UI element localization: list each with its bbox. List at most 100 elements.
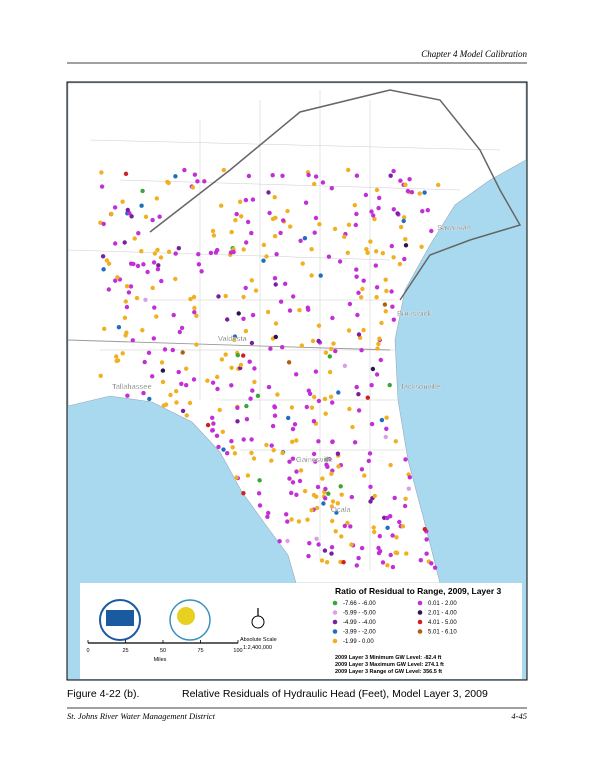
well-dot: [407, 177, 412, 182]
well-dot: [307, 391, 313, 396]
place-label: Savannah: [437, 223, 471, 232]
well-dot: [296, 519, 302, 524]
well-dot: [250, 312, 256, 318]
well-dot: [115, 275, 120, 280]
legend-title: Ratio of Residual to Range, 2009, Layer …: [335, 586, 502, 596]
well-dot: [270, 423, 276, 429]
well-dot: [249, 437, 254, 442]
well-dot: [329, 471, 334, 476]
legend-label: -4.99 - -4.00: [343, 620, 376, 626]
legend-swatch: [332, 638, 338, 644]
well-dot: [348, 524, 353, 529]
well-dot: [324, 457, 329, 462]
well-dot: [425, 208, 430, 213]
well-dot: [154, 314, 159, 319]
well-dot: [312, 394, 317, 400]
well-dot: [429, 561, 434, 566]
well-dot: [389, 243, 394, 249]
well-dot: [151, 260, 157, 265]
well-dot: [354, 384, 359, 390]
well-dot: [272, 195, 277, 200]
well-dot: [135, 263, 141, 269]
well-dot: [221, 167, 226, 173]
well-dot: [356, 555, 361, 561]
well-dot: [232, 337, 237, 343]
place-label: Gainesville: [296, 455, 333, 464]
well-dot: [330, 518, 335, 524]
well-dot: [368, 499, 373, 504]
well-dot: [128, 284, 134, 289]
well-dot: [365, 395, 370, 400]
well-dot: [225, 451, 230, 456]
well-dot: [187, 400, 193, 406]
well-dot: [243, 197, 249, 203]
well-dot: [297, 478, 303, 484]
well-dot: [236, 311, 241, 316]
well-dot: [384, 415, 389, 420]
well-dot: [380, 251, 385, 256]
well-dot: [403, 237, 408, 242]
well-dot: [241, 247, 246, 252]
well-dot: [354, 274, 359, 279]
well-dot: [249, 340, 255, 346]
well-dot: [235, 353, 240, 358]
well-dot: [305, 517, 310, 522]
well-dot: [281, 218, 286, 223]
well-dot: [126, 290, 132, 295]
well-dot: [252, 379, 257, 385]
well-dot: [102, 326, 107, 331]
well-dot: [346, 222, 352, 227]
well-dot: [192, 172, 198, 177]
well-dot: [273, 334, 278, 340]
well-dot: [288, 224, 293, 229]
well-dot: [302, 236, 308, 241]
well-dot: [155, 247, 160, 253]
well-dot: [320, 180, 326, 185]
well-dot: [130, 338, 135, 343]
well-dot: [366, 458, 371, 464]
well-dot: [368, 239, 373, 244]
well-dot: [398, 178, 403, 183]
well-dot: [230, 445, 235, 450]
well-dot: [245, 219, 251, 225]
well-dot: [256, 491, 262, 496]
well-dot: [287, 308, 293, 313]
well-dot: [253, 288, 259, 293]
well-dot: [384, 288, 389, 294]
well-dot: [323, 350, 329, 355]
legend-label: 0.01 - 2.00: [428, 601, 457, 607]
well-dot: [159, 360, 165, 365]
well-dot: [322, 396, 328, 402]
well-dot: [371, 525, 376, 530]
well-dot: [377, 336, 382, 341]
well-dot: [154, 196, 159, 201]
well-dot: [309, 508, 314, 513]
well-dot: [232, 451, 238, 456]
well-dot: [113, 278, 118, 283]
well-dot: [241, 353, 246, 358]
well-dot: [317, 222, 322, 227]
well-dot: [223, 352, 228, 357]
legend-swatch: [417, 629, 423, 634]
well-dot: [196, 252, 201, 257]
legend-label: 5.01 - 6.10: [428, 630, 457, 636]
well-dot: [347, 301, 353, 307]
chapter-header: Chapter 4 Model Calibration: [421, 49, 527, 59]
well-dot: [146, 350, 152, 355]
well-dot: [326, 254, 332, 259]
well-dot: [323, 411, 328, 416]
well-dot: [368, 484, 373, 489]
well-dot: [390, 533, 395, 538]
well-dot: [436, 182, 441, 188]
well-dot: [211, 233, 217, 238]
well-dot: [376, 341, 381, 347]
well-dot: [382, 302, 388, 307]
well-dot: [139, 203, 144, 208]
well-dot: [127, 211, 132, 216]
well-dot: [241, 437, 246, 442]
well-dot: [125, 207, 130, 213]
well-dot: [243, 285, 248, 291]
well-dot: [374, 285, 380, 290]
well-dot: [217, 407, 222, 413]
well-dot: [290, 480, 296, 485]
